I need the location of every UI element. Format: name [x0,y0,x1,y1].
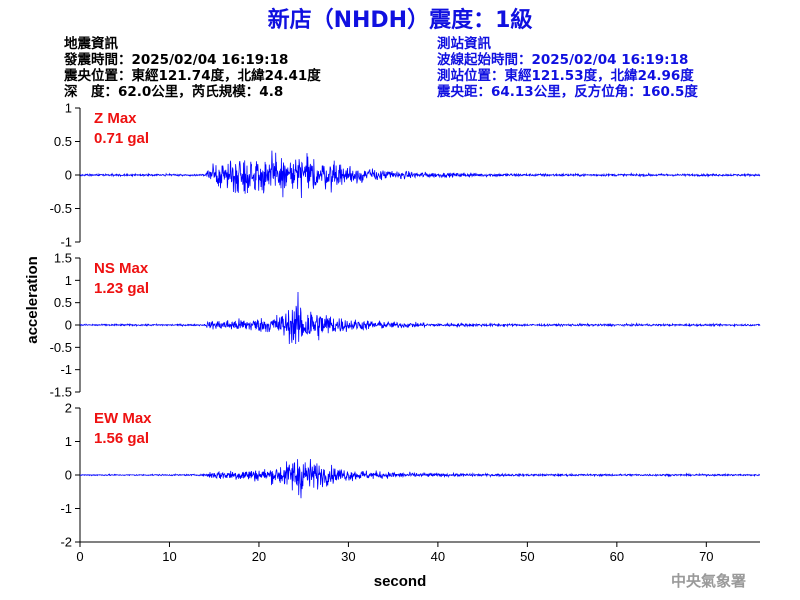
x-tick-label: 70 [699,549,713,564]
y-tick-label: 2 [65,401,72,416]
x-axis-label: second [374,573,427,590]
y-axis-label: acceleration [24,256,41,344]
station-info-block: 測站資訊 波線起始時間：2025/02/04 16:19:18 測站位置：東經1… [436,35,698,100]
y-tick-label: -1 [60,362,72,377]
y-tick-label: 1 [65,434,72,449]
station-distance-azimuth: 震央距：64.13公里，反方位角：160.5度 [436,83,698,100]
quake-depth-magnitude: 深 度：62.0公里，芮氏規模：4.8 [64,83,283,100]
y-tick-label: 0.5 [54,134,72,149]
y-tick-label: 0.5 [54,295,72,310]
panel-z: 1 0.5 0 -0.5 -1 Z Max 0.71 gal [50,101,761,250]
x-tick-label: 0 [76,549,83,564]
max-value-ew: 1.56 gal [94,430,149,447]
y-tick-label: -1 [60,235,72,250]
x-tick-label: 60 [610,549,624,564]
y-tick-label: 1 [65,273,72,288]
max-label-ns: NS Max [94,260,149,277]
quake-epicenter: 震央位置：東經121.74度，北緯24.41度 [63,67,321,84]
max-label-ew: EW Max [94,410,152,427]
waveform-trace-ew [79,458,760,499]
earthquake-info-block: 地震資訊 發震時間：2025/02/04 16:19:18 震央位置：東經121… [63,35,321,100]
credit-label: 中央氣象署 [671,572,746,590]
y-tick-label: 0 [65,318,72,333]
x-tick-label: 50 [520,549,534,564]
x-tick-label: 30 [341,549,355,564]
max-value-ns: 1.23 gal [94,280,149,297]
waveform-trace-ns [79,291,761,345]
x-tick-label: 40 [431,549,445,564]
x-tick-label: 20 [252,549,266,564]
y-tick-label: -0.5 [50,201,72,216]
chart-title: 新店（NHDH）震度：1級 [268,7,533,33]
max-value-z: 0.71 gal [94,130,149,147]
x-axis: 0 10 20 30 40 50 60 70 [76,541,760,564]
quake-origin-time: 發震時間：2025/02/04 16:19:18 [63,51,288,68]
quake-info-header: 地震資訊 [64,35,118,52]
station-wave-start: 波線起始時間：2025/02/04 16:19:18 [437,51,688,68]
y-tick-label: -0.5 [50,340,72,355]
x-tick-label: 10 [162,549,176,564]
waveform-trace-z [79,150,761,199]
y-tick-label: 1.5 [54,251,72,266]
station-location: 測站位置：東經121.53度，北緯24.96度 [437,67,694,84]
y-tick-label: 1 [65,101,72,116]
max-label-z: Z Max [94,110,137,127]
y-tick-label: 0 [65,468,72,483]
y-tick-label: 0 [65,168,72,183]
panels-group: 1 0.5 0 -0.5 -1 Z Max 0.71 gal 1.5 1 0.5 0 -0.5 -1 -1… [50,101,761,550]
panel-ew: 2 1 0 -1 -2 EW Max 1.56 gal [60,401,760,550]
y-tick-label: -2 [60,535,72,550]
y-tick-label: -1.5 [50,385,72,400]
station-info-header: 測站資訊 [437,35,491,52]
panel-ns: 1.5 1 0.5 0 -0.5 -1 -1.5 NS Max 1.23 gal [50,251,761,400]
y-tick-label: -1 [60,501,72,516]
